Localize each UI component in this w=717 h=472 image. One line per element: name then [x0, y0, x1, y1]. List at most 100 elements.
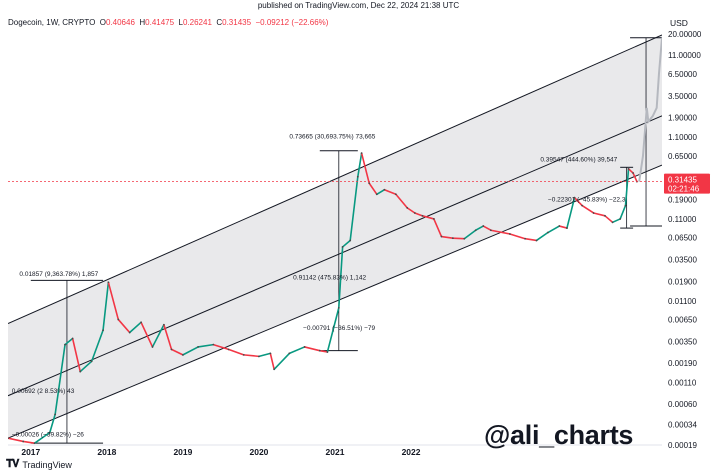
- x-tick-label: 2020: [249, 447, 268, 457]
- channel-upper-line: [8, 34, 662, 324]
- price-point: [406, 206, 409, 209]
- price-point: [64, 343, 66, 346]
- price-point: [90, 360, 93, 363]
- price-change: −0.09212 (−22.66%): [255, 18, 329, 27]
- y-tick-label: 0.01100: [668, 297, 697, 306]
- price-segment: [581, 204, 595, 214]
- price-point: [33, 442, 36, 445]
- price-point: [71, 337, 74, 340]
- price-segment: [524, 237, 538, 242]
- price-point: [558, 225, 561, 227]
- price-segment: [535, 231, 549, 242]
- symbol-legend[interactable]: Dogecoin, 1W, CRYPTO O0.40646 H0.41475 L…: [8, 18, 328, 27]
- price-point: [197, 346, 200, 348]
- price-point: [474, 229, 477, 232]
- y-tick-label: 6.50000: [668, 70, 697, 79]
- tradingview-footer[interactable]: 𝐓𝐕 TradingView: [6, 458, 72, 471]
- price-point: [375, 193, 378, 196]
- price-segment: [163, 323, 173, 351]
- y-tick-label: 0.01900: [668, 277, 697, 286]
- y-tick-label: 20.00000: [668, 30, 702, 39]
- price-segment: [303, 346, 321, 352]
- price-point: [547, 231, 549, 234]
- price-segment: [64, 337, 74, 346]
- price-segment: [421, 215, 435, 220]
- price-point: [242, 353, 245, 356]
- price-point: [54, 413, 57, 416]
- price-segment: [8, 437, 25, 443]
- projection-line: [638, 37, 662, 182]
- y-tick-label: 0.00019: [668, 441, 697, 450]
- price-segment: [318, 349, 329, 353]
- price-segment: [242, 354, 260, 358]
- price-segment: [227, 348, 245, 356]
- price-point: [22, 440, 25, 443]
- price-segment: [151, 323, 165, 348]
- price-segment: [440, 235, 454, 239]
- price-segment: [102, 281, 110, 332]
- ohlc-close: 0.31435: [222, 18, 252, 27]
- watermark-handle: @ali_charts: [484, 420, 634, 450]
- price-point: [524, 237, 527, 240]
- price-segment: [140, 321, 154, 348]
- price-segment: [627, 168, 634, 174]
- price-point: [421, 214, 424, 217]
- y-tick-label: 0.06500: [668, 234, 697, 243]
- price-point: [170, 348, 173, 351]
- y-tick-label: 0.00110: [668, 379, 697, 388]
- price-segment: [395, 193, 409, 209]
- price-segment: [632, 172, 638, 183]
- y-tick-label: 0.00060: [668, 400, 697, 409]
- price-segment: [368, 182, 378, 196]
- price-segment: [547, 225, 561, 234]
- x-tick-label: 2022: [402, 447, 421, 457]
- price-segment: [71, 337, 82, 373]
- price-point: [535, 239, 538, 242]
- price-point: [269, 352, 272, 355]
- price-point: [509, 233, 511, 235]
- measure-annotation: 0.00692 (2 8.53%) 43: [12, 388, 75, 395]
- price-segment: [79, 360, 93, 373]
- price-point: [8, 437, 9, 440]
- price-point: [140, 321, 142, 324]
- price-point: [566, 227, 568, 229]
- price-segment: [624, 168, 630, 207]
- price-segment: [566, 196, 576, 229]
- price-segment: [273, 352, 291, 371]
- price-segment: [269, 352, 275, 371]
- measure-annotation: 0.01857 (9,363.78%) 1,857: [19, 271, 98, 278]
- price-segment: [338, 246, 344, 309]
- price-segment: [558, 225, 568, 229]
- price-tag-price: 0.31435: [668, 176, 697, 185]
- ohlc-l-label: L: [178, 18, 183, 27]
- publish-banner: published on TradingView.com, Dec 22, 20…: [257, 1, 460, 10]
- price-segment: [406, 207, 416, 214]
- price-point: [356, 175, 359, 178]
- price-segment: [90, 329, 104, 363]
- price-point: [182, 353, 184, 356]
- x-tick-label: 2021: [326, 447, 345, 457]
- y-tick-label: 3.50000: [668, 92, 697, 101]
- y-tick-label: 1.90000: [668, 114, 697, 123]
- price-segment: [212, 343, 230, 351]
- y-tick-label: 1.10000: [668, 133, 697, 142]
- y-tick-label: 0.00034: [668, 420, 697, 429]
- price-point: [627, 167, 630, 170]
- y-tick-label: 0.03500: [668, 256, 697, 265]
- price-point: [162, 323, 165, 326]
- price-point: [337, 306, 340, 309]
- price-point: [117, 318, 120, 321]
- price-point: [451, 237, 454, 240]
- price-segment: [326, 307, 340, 353]
- measure-annotation: −0.00791 (−36.51%) −79: [303, 325, 375, 332]
- price-segment: [573, 196, 583, 207]
- x-tick-label: 2017: [21, 447, 40, 457]
- channel-fill: [8, 34, 662, 439]
- price-segment: [258, 352, 272, 358]
- price-point: [383, 188, 386, 191]
- price-point: [489, 229, 492, 232]
- price-segment: [376, 188, 386, 196]
- price-point: [432, 218, 435, 220]
- currency-label[interactable]: USD: [670, 18, 688, 28]
